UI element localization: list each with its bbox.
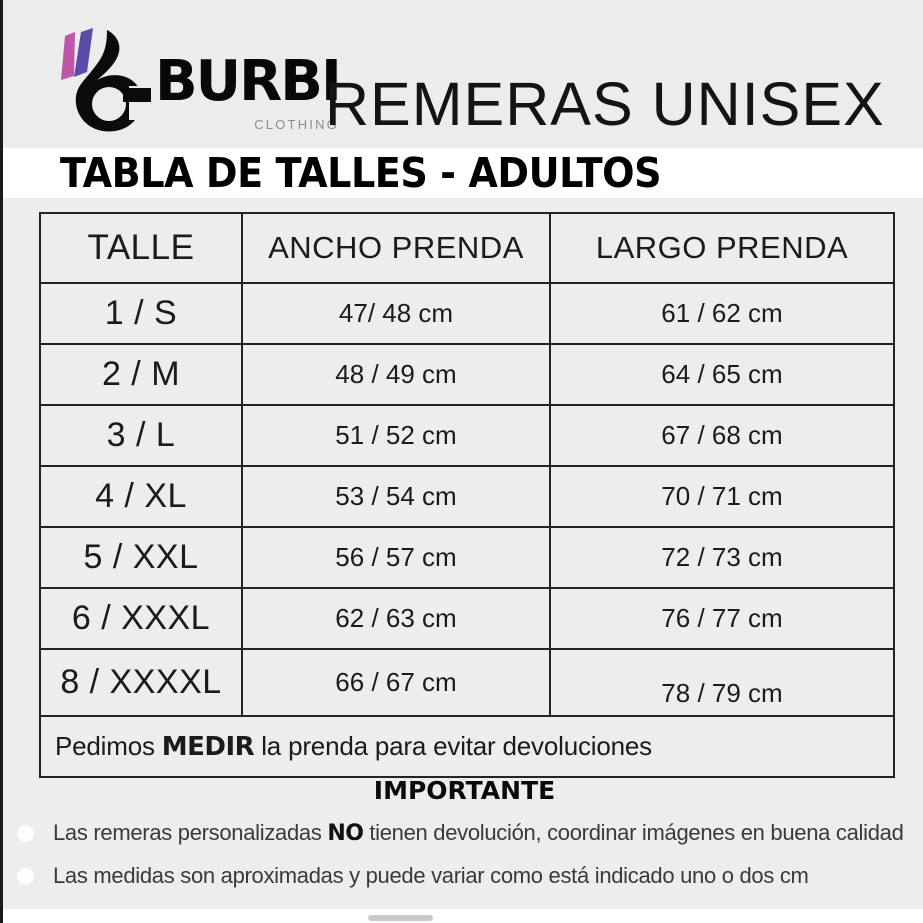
- cell-largo: 72 / 73 cm: [549, 526, 895, 589]
- table-row: 3 / L 51 / 52 cm 67 / 68 cm: [39, 404, 895, 467]
- cell-talle: 3 / L: [39, 404, 243, 467]
- cell-ancho: 53 / 54 cm: [241, 465, 551, 528]
- table-row: 5 / XXL 56 / 57 cm 72 / 73 cm: [39, 526, 895, 589]
- important-notes-list: Las remeras personalizadas NO tienen dev…: [3, 818, 923, 904]
- cell-ancho: 51 / 52 cm: [241, 404, 551, 467]
- brand-tagline: CLOTHING: [254, 117, 339, 132]
- cell-ancho: 48 / 49 cm: [241, 343, 551, 406]
- table-note-emphasis: MEDIR: [161, 732, 255, 762]
- brand-wordmark: BURBI: [155, 49, 342, 114]
- cell-talle: 5 / XXL: [39, 526, 243, 589]
- table-row: 8 / XXXXL 66 / 67 cm 78 / 79 cm: [39, 648, 895, 717]
- column-header-talle: TALLE: [39, 212, 243, 284]
- cell-largo: 64 / 65 cm: [549, 343, 895, 406]
- table-row: 2 / M 48 / 49 cm 64 / 65 cm: [39, 343, 895, 406]
- cell-talle: 2 / M: [39, 343, 243, 406]
- note-emphasis: NO: [327, 821, 364, 846]
- cell-ancho: 66 / 67 cm: [241, 648, 551, 717]
- cell-ancho: 62 / 63 cm: [241, 587, 551, 650]
- cell-talle: 6 / XXXL: [39, 587, 243, 650]
- section-title-band: [3, 148, 923, 198]
- cell-ancho: 56 / 57 cm: [241, 526, 551, 589]
- cell-largo: 70 / 71 cm: [549, 465, 895, 528]
- table-note: Pedimos MEDIR la prenda para evitar devo…: [39, 715, 895, 778]
- cell-largo: 78 / 79 cm: [549, 648, 895, 717]
- size-table: TALLE ANCHO PRENDA LARGO PRENDA 1 / S 47…: [39, 212, 895, 778]
- cell-ancho: 47/ 48 cm: [241, 282, 551, 345]
- scroll-indicator[interactable]: [368, 915, 433, 921]
- cell-talle: 4 / XL: [39, 465, 243, 528]
- size-table-container: TALLE ANCHO PRENDA LARGO PRENDA 1 / S 47…: [39, 212, 895, 778]
- cell-talle: 1 / S: [39, 282, 243, 345]
- table-row: 4 / XL 53 / 54 cm 70 / 71 cm: [39, 465, 895, 528]
- table-note-suffix: la prenda para evitar devoluciones: [254, 731, 652, 761]
- note-prefix: Las remeras personalizadas: [53, 820, 328, 845]
- table-note-row: Pedimos MEDIR la prenda para evitar devo…: [39, 715, 895, 778]
- cell-largo: 61 / 62 cm: [549, 282, 895, 345]
- column-header-ancho: ANCHO PRENDA: [241, 212, 551, 284]
- header-band: BURBI CLOTHING REMERAS UNISEX: [3, 0, 923, 148]
- table-header-row: TALLE ANCHO PRENDA LARGO PRENDA: [39, 212, 895, 284]
- page-title: REMERAS UNISEX: [325, 70, 885, 138]
- important-heading: IMPORTANTE: [373, 776, 556, 805]
- column-header-largo: LARGO PRENDA: [549, 212, 895, 284]
- list-item: Las remeras personalizadas NO tienen dev…: [3, 818, 923, 849]
- note-suffix: tienen devolución, coordinar imágenes en…: [363, 820, 904, 845]
- table-row: 1 / S 47/ 48 cm 61 / 62 cm: [39, 282, 895, 345]
- table-note-prefix: Pedimos: [55, 731, 162, 761]
- bottom-strip: [3, 909, 923, 923]
- cell-talle: 8 / XXXXL: [39, 648, 243, 717]
- cell-largo: 76 / 77 cm: [549, 587, 895, 650]
- brand-logo: BURBI CLOTHING: [51, 28, 342, 140]
- section-title: TABLA DE TALLES - ADULTOS: [60, 149, 662, 197]
- circle-bullet-icon: [17, 868, 34, 885]
- table-row: 6 / XXXL 62 / 63 cm 76 / 77 cm: [39, 587, 895, 650]
- note-prefix: Las medidas son aproximadas y puede vari…: [53, 863, 809, 888]
- circle-bullet-icon: [17, 825, 34, 842]
- burbi-b-mark-icon: [51, 28, 159, 136]
- cell-largo: 67 / 68 cm: [549, 404, 895, 467]
- list-item: Las medidas son aproximadas y puede vari…: [3, 861, 923, 892]
